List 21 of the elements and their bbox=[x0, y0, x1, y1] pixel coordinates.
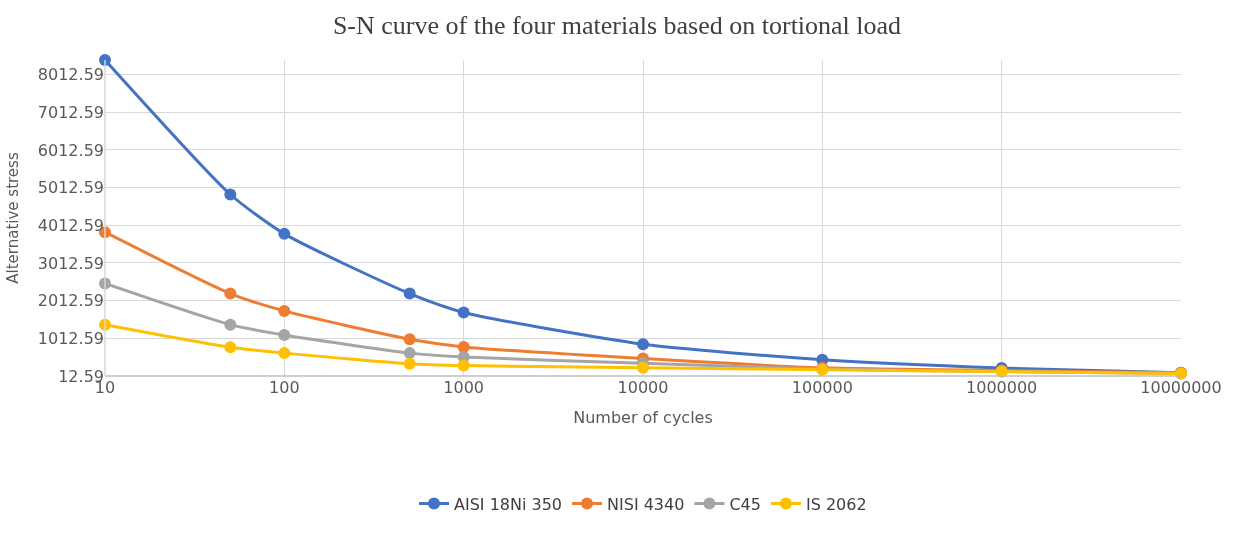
x-tick-label: 100000 bbox=[791, 378, 853, 397]
y-tick-label: 5012.59 bbox=[37, 178, 104, 198]
y-tick-label: 8012.59 bbox=[37, 65, 104, 85]
y-tick-label: 4012.59 bbox=[37, 215, 104, 235]
y-tick-label: 3012.59 bbox=[37, 253, 104, 273]
y-axis-title: Alternative stress bbox=[4, 152, 23, 284]
legend-label: NISI 4340 bbox=[607, 494, 685, 514]
y-tick-label: 2012.59 bbox=[37, 291, 104, 311]
legend-label: IS 2062 bbox=[805, 494, 867, 514]
legend-label: AISI 18Ni 350 bbox=[454, 494, 563, 514]
chart-title: S-N curve of the four materials based on tortional load bbox=[332, 11, 902, 41]
x-tick-label: 1000000 bbox=[966, 378, 1038, 397]
y-tick-label: 1012.59 bbox=[37, 328, 104, 348]
y-tick-label: 7012.59 bbox=[37, 102, 104, 122]
legend-label: C45 bbox=[729, 494, 761, 514]
x-tick-label: 10000 bbox=[617, 378, 669, 397]
x-tick-label: 100 bbox=[269, 378, 300, 397]
x-tick-label: 1000 bbox=[443, 378, 485, 397]
x-tick-label: 10000000 bbox=[1140, 378, 1222, 397]
x-axis-title: Number of cycles bbox=[573, 407, 713, 427]
y-tick-label: 6012.59 bbox=[37, 140, 104, 160]
